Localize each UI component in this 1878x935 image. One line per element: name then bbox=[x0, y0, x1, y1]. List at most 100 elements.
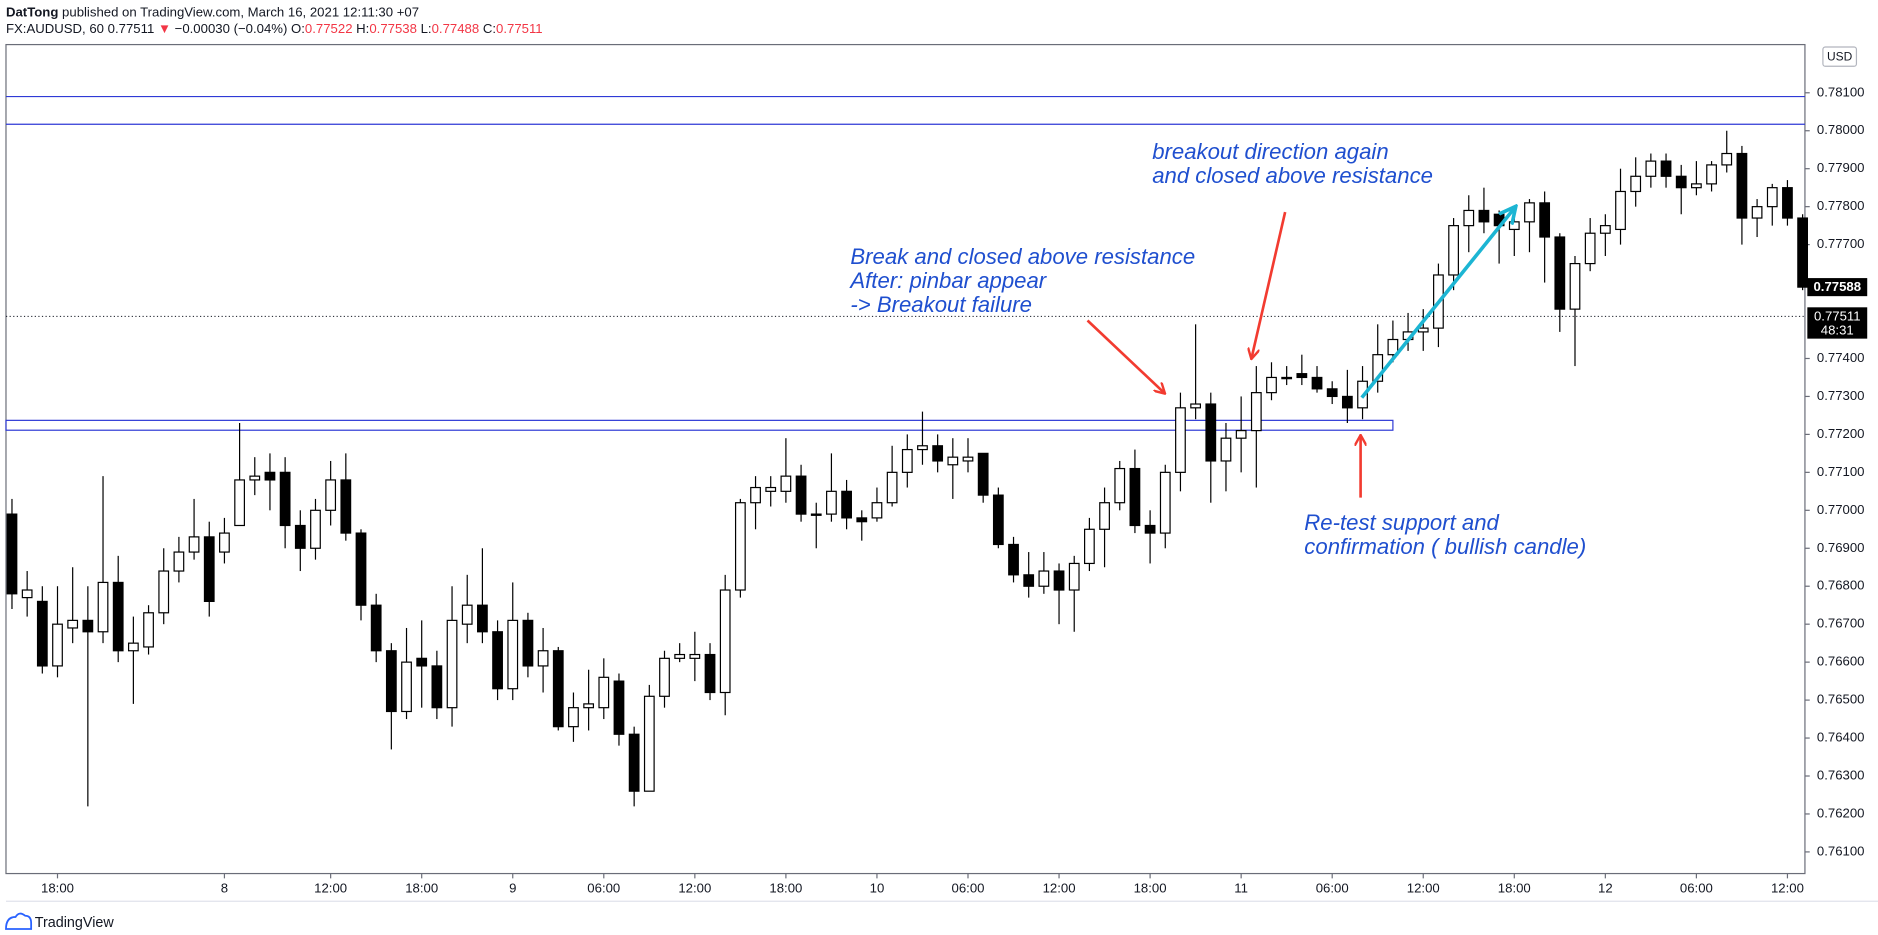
candle-body bbox=[780, 475, 792, 492]
candle-body bbox=[97, 581, 109, 633]
x-tick-label: 10 bbox=[870, 881, 885, 896]
candle-body bbox=[355, 532, 367, 606]
candle-body bbox=[431, 665, 443, 709]
candle-body bbox=[1387, 338, 1399, 356]
y-tick-label: 0.76700 bbox=[1817, 616, 1865, 631]
candles bbox=[6, 130, 1809, 807]
candle-body bbox=[1508, 221, 1520, 231]
candle-body bbox=[6, 513, 18, 595]
y-tick-label: 0.76600 bbox=[1817, 654, 1865, 669]
candle-body bbox=[1326, 388, 1338, 398]
candle-body bbox=[1675, 175, 1687, 189]
candle-body bbox=[1539, 202, 1551, 238]
candle-body bbox=[886, 471, 898, 504]
candle-body bbox=[21, 589, 33, 599]
currency: USD bbox=[1827, 49, 1853, 63]
candle-body bbox=[1235, 429, 1247, 439]
candle-body bbox=[583, 703, 595, 709]
candle-body bbox=[628, 733, 640, 792]
candle-body bbox=[52, 623, 63, 667]
candle-body bbox=[1023, 574, 1035, 587]
candle-body bbox=[1782, 187, 1793, 219]
candle-body bbox=[1084, 528, 1095, 565]
candle-body bbox=[294, 524, 306, 549]
x-tick-label: 9 bbox=[509, 881, 516, 896]
candle-body bbox=[1660, 160, 1672, 177]
candle-body bbox=[127, 642, 139, 652]
candle-body bbox=[219, 532, 230, 553]
y-tick-label: 0.78100 bbox=[1817, 84, 1865, 99]
y-tick-label: 0.77300 bbox=[1817, 388, 1865, 403]
candle-body bbox=[1448, 225, 1459, 276]
annotation-arrow bbox=[1086, 319, 1165, 393]
annotation-arrow bbox=[1252, 211, 1287, 358]
x-tick-label: 18:00 bbox=[1134, 881, 1167, 896]
symbol: FX:AUDUSD, 60 bbox=[6, 22, 104, 37]
candle-body bbox=[1584, 232, 1596, 265]
candle-body bbox=[310, 509, 321, 549]
x-tick-label: 8 bbox=[221, 881, 228, 896]
candle-body bbox=[750, 486, 761, 504]
candle-body bbox=[552, 650, 564, 728]
candle-body bbox=[1645, 160, 1657, 177]
candle-body bbox=[1159, 471, 1171, 534]
candle-body bbox=[188, 536, 200, 553]
x-tick-label: 12:00 bbox=[678, 881, 711, 896]
support-zone bbox=[5, 419, 1394, 431]
candle-body bbox=[962, 456, 974, 462]
candle-body bbox=[477, 604, 488, 633]
c-label: C: bbox=[483, 22, 496, 37]
y-tick-label: 0.78000 bbox=[1817, 122, 1865, 137]
candle-body bbox=[1099, 502, 1110, 530]
y-tick-label: 0.77100 bbox=[1817, 464, 1865, 479]
h-label: H: bbox=[356, 22, 369, 37]
close-label: 0.77588 bbox=[1813, 279, 1861, 294]
candle-body bbox=[325, 479, 337, 511]
candle-body bbox=[734, 502, 746, 591]
candle-body bbox=[1068, 562, 1080, 591]
x-tick-label: 12:00 bbox=[1407, 881, 1440, 896]
candle-body bbox=[1008, 543, 1019, 576]
y-tick-label: 0.77200 bbox=[1817, 426, 1865, 441]
x-tick-label: 18:00 bbox=[405, 881, 438, 896]
published: published on TradingView.com, March 16, … bbox=[62, 5, 419, 20]
candle-body bbox=[841, 490, 852, 519]
candle-body bbox=[537, 650, 549, 667]
candle-body bbox=[810, 513, 822, 516]
candle-body bbox=[674, 653, 686, 659]
l-label: L: bbox=[421, 22, 432, 37]
candle-body bbox=[1190, 403, 1202, 409]
candle-body bbox=[1751, 206, 1763, 219]
candle-body bbox=[1766, 187, 1778, 208]
y-tick-label: 0.77900 bbox=[1817, 160, 1865, 175]
candle-body bbox=[264, 471, 276, 481]
y-tick-label: 0.77000 bbox=[1817, 502, 1865, 517]
price-label-box bbox=[1807, 307, 1868, 339]
candle-body bbox=[1038, 570, 1050, 587]
candle-body bbox=[1144, 524, 1156, 534]
annotation: Break and closed above resistance bbox=[850, 244, 1195, 269]
change: −0.00030 (−0.04%) bbox=[175, 22, 288, 37]
candle-body bbox=[932, 445, 944, 462]
x-tick-label: 18:00 bbox=[769, 881, 802, 896]
candle-body bbox=[977, 452, 989, 496]
candle-body bbox=[279, 471, 291, 527]
candle-body bbox=[871, 502, 883, 519]
price-label: 0.77511 bbox=[1814, 308, 1861, 323]
candle-body bbox=[1630, 175, 1642, 193]
plot-frame bbox=[5, 43, 1806, 875]
candle-body bbox=[992, 494, 1004, 546]
candle-body bbox=[461, 604, 473, 625]
candle-body bbox=[826, 490, 837, 515]
annotation: -> Breakout failure bbox=[850, 292, 1032, 317]
candle-body bbox=[1205, 403, 1217, 462]
y-tick-label: 0.76900 bbox=[1817, 540, 1865, 555]
last: 0.77511 bbox=[108, 22, 155, 37]
candle-body bbox=[112, 581, 124, 652]
countdown: 48:31 bbox=[1821, 322, 1854, 337]
y-tick-label: 0.76100 bbox=[1817, 843, 1865, 858]
annotation: breakout direction again bbox=[1152, 139, 1388, 164]
x-tick-label: 12 bbox=[1598, 881, 1613, 896]
x-tick-label: 06:00 bbox=[1316, 881, 1349, 896]
candle-body bbox=[1736, 152, 1748, 219]
